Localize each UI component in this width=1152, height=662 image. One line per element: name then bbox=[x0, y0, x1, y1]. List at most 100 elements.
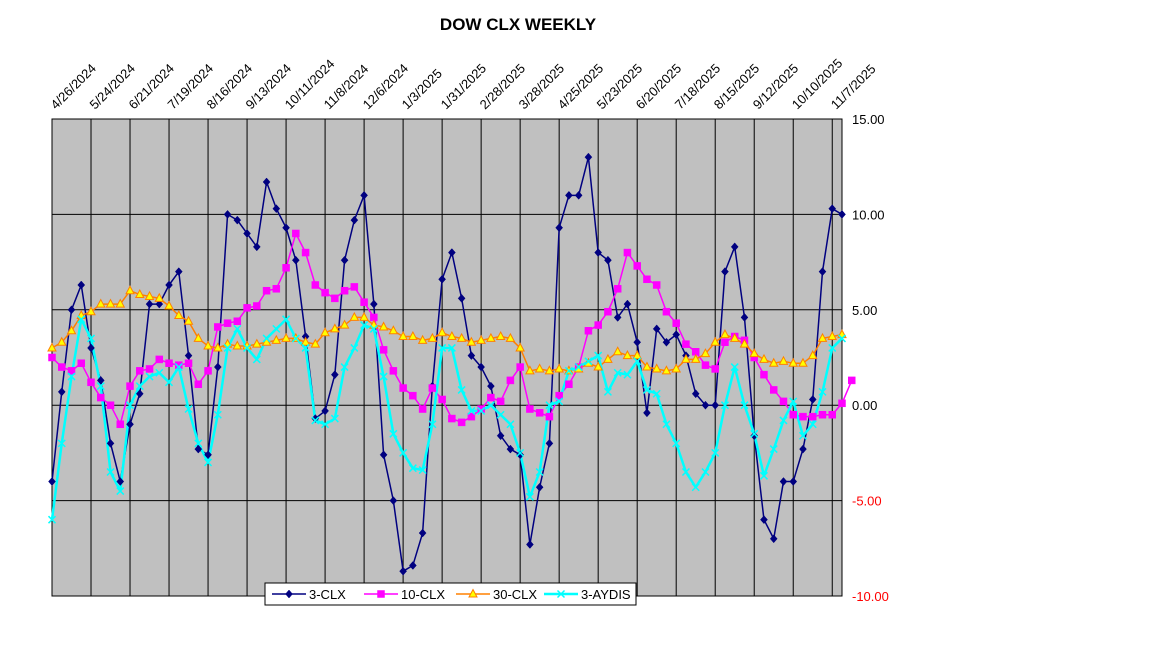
data-point-3-clx bbox=[477, 362, 485, 372]
data-point-3-aydis bbox=[750, 429, 759, 438]
data-point-3-clx bbox=[574, 190, 583, 200]
data-point-30-clx bbox=[720, 329, 730, 339]
data-point-10-clx bbox=[506, 376, 515, 385]
data-point-3-clx bbox=[213, 362, 222, 372]
data-point-10-clx bbox=[487, 393, 495, 402]
data-point-10-clx bbox=[701, 361, 710, 369]
data-point-3-clx bbox=[838, 210, 846, 219]
data-point-30-clx bbox=[339, 319, 350, 329]
data-point-3-clx bbox=[340, 255, 349, 265]
series-line-3-aydis bbox=[50, 318, 843, 520]
data-point-30-clx bbox=[193, 332, 204, 342]
data-point-10-clx bbox=[106, 401, 115, 409]
data-point-10-clx bbox=[818, 410, 827, 419]
data-point-3-clx bbox=[77, 280, 86, 290]
data-point-10-clx bbox=[779, 397, 788, 406]
data-point-30-clx bbox=[144, 290, 155, 300]
data-point-3-aydis bbox=[184, 404, 193, 414]
data-point-3-clx bbox=[818, 267, 827, 277]
y-tick-label: 10.00 bbox=[852, 207, 885, 222]
data-point-10-clx bbox=[136, 367, 144, 375]
data-point-30-clx bbox=[486, 332, 496, 342]
data-point-30-clx bbox=[612, 346, 623, 356]
data-point-3-aydis bbox=[691, 483, 700, 492]
data-point-3-aydis bbox=[262, 334, 271, 343]
data-point-3-clx bbox=[779, 477, 788, 486]
data-point-3-clx bbox=[740, 313, 749, 322]
data-point-3-clx bbox=[116, 477, 125, 486]
data-point-10-clx bbox=[204, 367, 212, 375]
data-point-3-aydis bbox=[379, 372, 388, 381]
data-point-10-clx bbox=[282, 264, 290, 272]
data-point-3-clx bbox=[487, 381, 495, 391]
data-point-3-aydis bbox=[701, 467, 710, 477]
data-point-3-clx bbox=[623, 299, 632, 309]
data-point-3-aydis bbox=[47, 515, 57, 524]
data-point-3-aydis bbox=[145, 372, 154, 381]
series-line-30-clx bbox=[51, 289, 843, 372]
data-point-3-aydis bbox=[467, 406, 476, 415]
data-point-3-clx bbox=[701, 400, 710, 410]
data-point-3-clx bbox=[457, 293, 466, 303]
data-point-10-clx bbox=[399, 384, 407, 392]
data-point-3-clx bbox=[448, 248, 456, 257]
data-point-30-clx bbox=[798, 357, 808, 367]
data-point-3-aydis bbox=[438, 343, 447, 352]
data-point-10-clx bbox=[223, 319, 232, 327]
data-point-10-clx bbox=[555, 391, 563, 400]
data-point-3-aydis bbox=[662, 420, 671, 429]
data-point-3-clx bbox=[789, 477, 798, 486]
data-point-3-clx bbox=[126, 419, 134, 429]
data-point-10-clx bbox=[262, 286, 271, 295]
data-point-30-clx bbox=[173, 309, 184, 320]
y-axis-tick-labels: 15.00 10.00 5.00 0.00 -5.00 -10.00 bbox=[852, 112, 889, 604]
data-point-3-aydis bbox=[106, 467, 115, 477]
data-point-10-clx bbox=[760, 370, 768, 379]
data-point-3-clx bbox=[379, 450, 388, 460]
data-point-30-clx bbox=[203, 340, 213, 350]
data-point-10-clx bbox=[409, 391, 417, 400]
data-point-3-aydis bbox=[798, 431, 808, 440]
data-point-10-clx bbox=[301, 248, 310, 257]
data-point-10-clx bbox=[272, 285, 281, 293]
data-point-3-aydis bbox=[174, 363, 183, 372]
data-point-3-aydis bbox=[272, 324, 281, 333]
data-point-3-aydis bbox=[525, 492, 534, 501]
data-point-3-clx bbox=[721, 267, 729, 277]
data-point-30-clx bbox=[447, 330, 457, 341]
data-point-10-clx bbox=[565, 380, 573, 388]
data-point-10-clx bbox=[379, 346, 388, 354]
data-point-3-clx bbox=[174, 267, 183, 277]
data-point-3-clx bbox=[711, 400, 720, 410]
data-point-10-clx bbox=[97, 393, 105, 402]
data-point-10-clx bbox=[331, 294, 339, 303]
data-point-30-clx bbox=[710, 336, 721, 346]
data-point-3-aydis bbox=[545, 401, 554, 410]
data-point-3-aydis bbox=[204, 458, 213, 467]
data-point-30-clx bbox=[310, 338, 321, 348]
data-point-3-aydis bbox=[642, 385, 651, 394]
data-point-3-aydis bbox=[389, 429, 398, 438]
data-point-30-clx bbox=[378, 321, 389, 331]
data-point-3-clx bbox=[652, 324, 661, 334]
data-point-3-aydis bbox=[57, 439, 66, 448]
data-point-3-aydis bbox=[623, 370, 632, 379]
data-point-30-clx bbox=[66, 325, 77, 335]
data-point-30-clx bbox=[739, 338, 750, 348]
data-point-10-clx bbox=[457, 418, 466, 427]
y-tick-label: -10.00 bbox=[852, 589, 889, 604]
data-point-10-clx bbox=[360, 298, 368, 306]
data-point-3-clx bbox=[496, 431, 505, 441]
data-point-3-aydis bbox=[837, 334, 847, 343]
data-point-10-clx bbox=[292, 229, 300, 238]
data-point-3-clx bbox=[535, 482, 544, 492]
data-point-10-clx bbox=[545, 412, 554, 421]
data-point-3-aydis bbox=[428, 420, 437, 429]
data-point-3-clx bbox=[331, 370, 339, 380]
data-point-3-aydis bbox=[408, 464, 417, 473]
data-point-30-clx bbox=[251, 338, 262, 348]
data-point-3-clx bbox=[243, 229, 251, 238]
data-point-30-clx bbox=[827, 330, 838, 341]
legend-label-30-clx: 30-CLX bbox=[493, 587, 537, 602]
y-tick-label: -5.00 bbox=[852, 494, 882, 509]
